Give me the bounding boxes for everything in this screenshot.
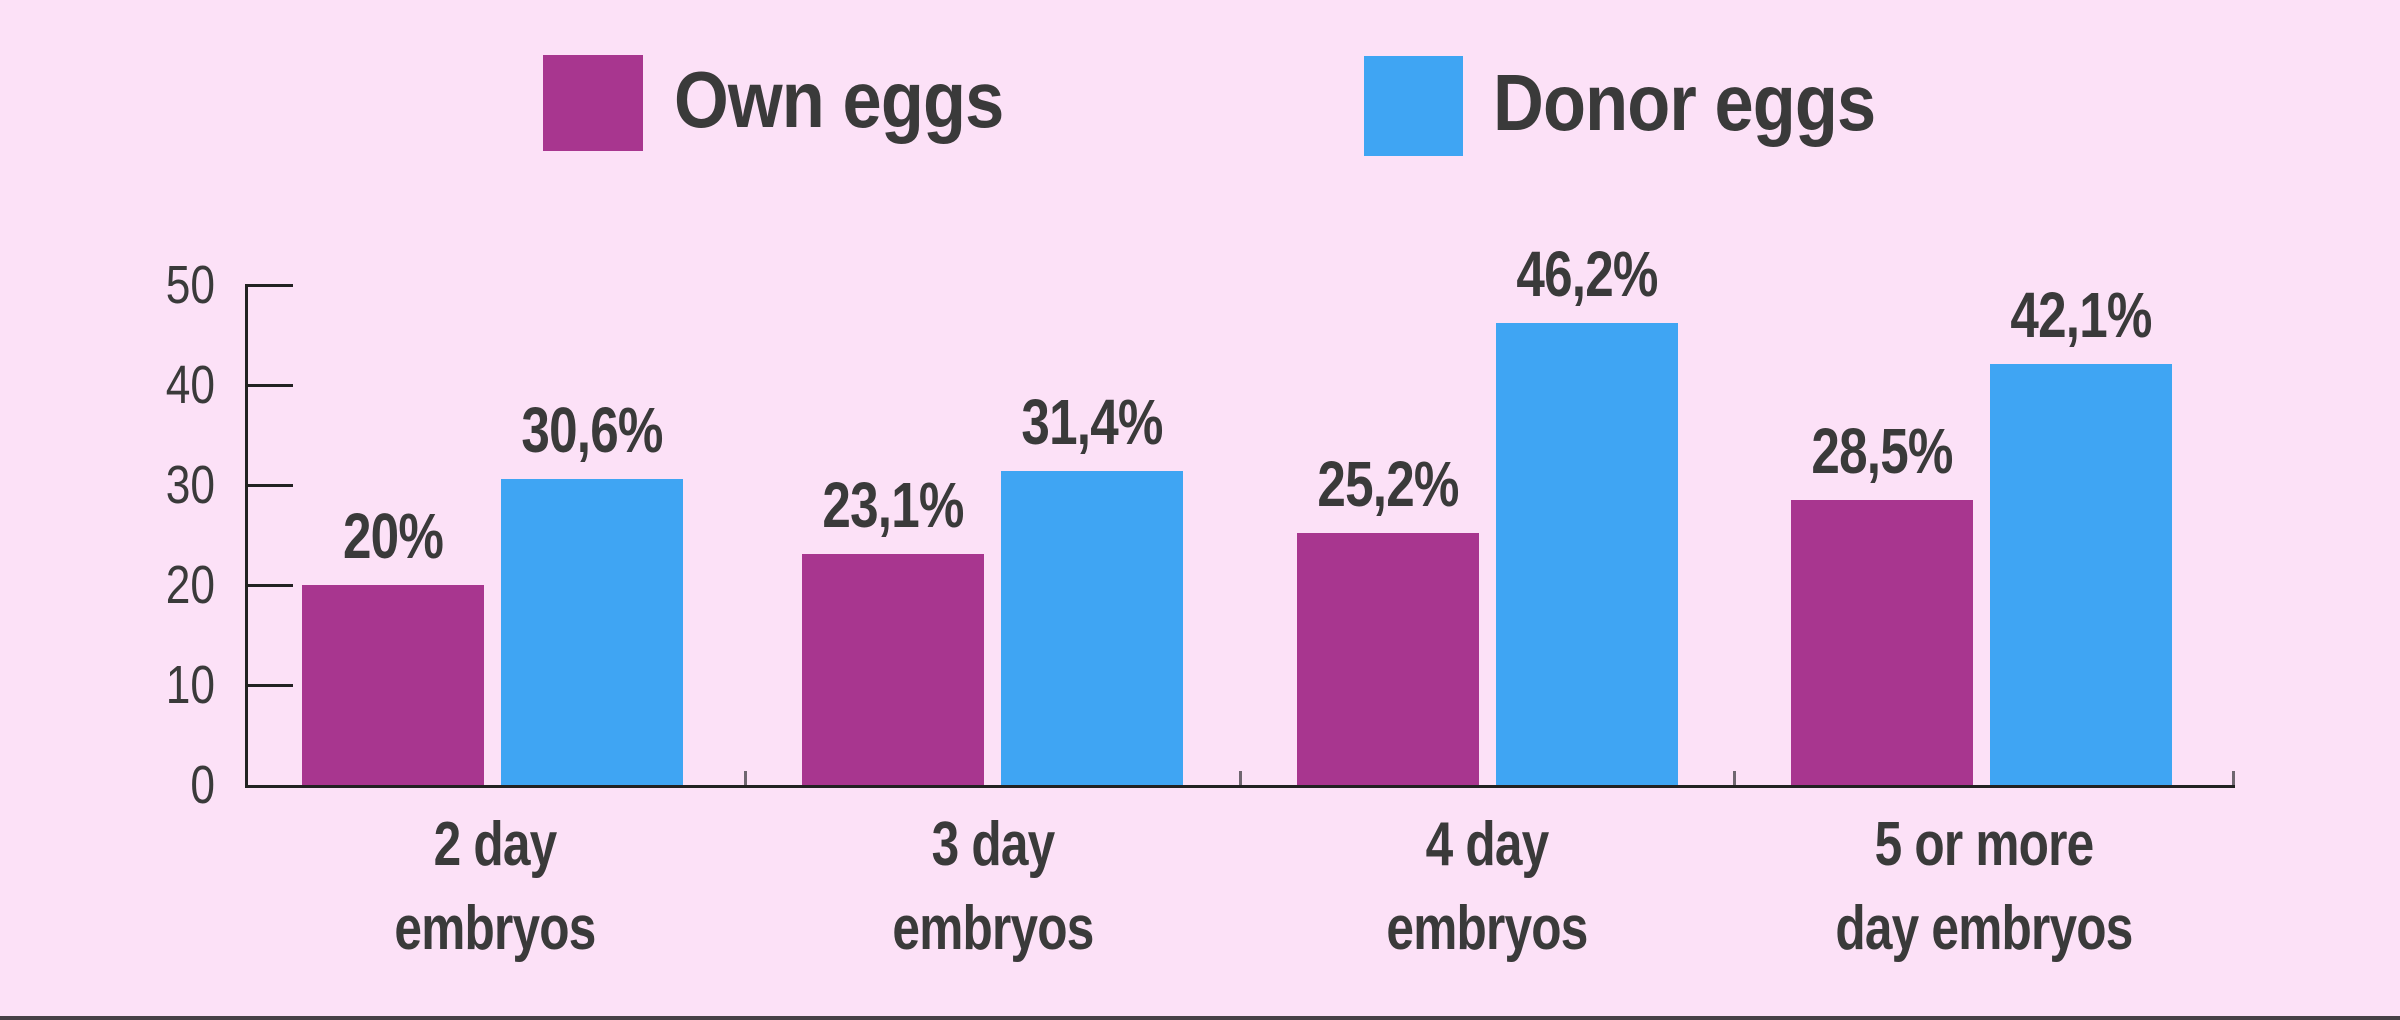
bar-own-eggs bbox=[1791, 500, 1973, 785]
bar-value-label: 46,2% bbox=[1516, 238, 1658, 310]
y-tick-label: 30 bbox=[165, 455, 215, 515]
legend-swatch-own-eggs bbox=[543, 55, 643, 151]
category-label: 3 day embryos bbox=[891, 810, 1094, 963]
y-tick-label: 40 bbox=[165, 355, 215, 415]
bar-own-eggs bbox=[302, 585, 484, 785]
bar-donor-eggs bbox=[501, 479, 683, 785]
bar-donor-eggs bbox=[1496, 323, 1678, 785]
category-label: 2 day embryos bbox=[394, 810, 596, 963]
y-tick-label: 50 bbox=[165, 255, 215, 315]
bar-value-label: 42,1% bbox=[2010, 279, 2152, 351]
x-axis-boundary-tick bbox=[744, 771, 747, 785]
bar-value-label: 20% bbox=[342, 500, 444, 572]
x-axis-boundary-tick bbox=[1239, 771, 1242, 785]
y-tick-line bbox=[245, 684, 293, 687]
bar-value-label: 30,6% bbox=[521, 394, 663, 466]
y-tick-line bbox=[245, 484, 293, 487]
legend-swatch-donor-eggs bbox=[1364, 56, 1463, 156]
category-label: 5 or more day embryos bbox=[1834, 810, 2133, 963]
x-axis-boundary-tick bbox=[2232, 771, 2235, 785]
bar-donor-eggs bbox=[1990, 364, 2172, 785]
category-label: 4 day embryos bbox=[1386, 810, 1588, 963]
y-tick-line bbox=[245, 584, 293, 587]
y-tick-label: 0 bbox=[190, 755, 215, 815]
bar-value-label: 23,1% bbox=[822, 469, 964, 541]
bottom-edge-strip bbox=[0, 1016, 2400, 1020]
bar-donor-eggs bbox=[1001, 471, 1183, 785]
y-tick-line bbox=[245, 284, 293, 287]
x-axis-boundary-tick bbox=[1733, 771, 1736, 785]
bar-own-eggs bbox=[1297, 533, 1479, 785]
y-tick-label: 10 bbox=[165, 655, 215, 715]
bar-value-label: 25,2% bbox=[1317, 448, 1459, 520]
y-tick-line bbox=[245, 384, 293, 387]
bar-value-label: 31,4% bbox=[1021, 386, 1163, 458]
bar-value-label: 28,5% bbox=[1811, 415, 1953, 487]
y-axis-line bbox=[245, 285, 248, 788]
legend-label-own-eggs: Own eggs bbox=[674, 55, 1004, 144]
x-axis-line bbox=[245, 785, 2235, 788]
legend-label-donor-eggs: Donor eggs bbox=[1493, 58, 1876, 147]
bar-own-eggs bbox=[802, 554, 984, 785]
y-tick-label: 20 bbox=[165, 555, 215, 615]
